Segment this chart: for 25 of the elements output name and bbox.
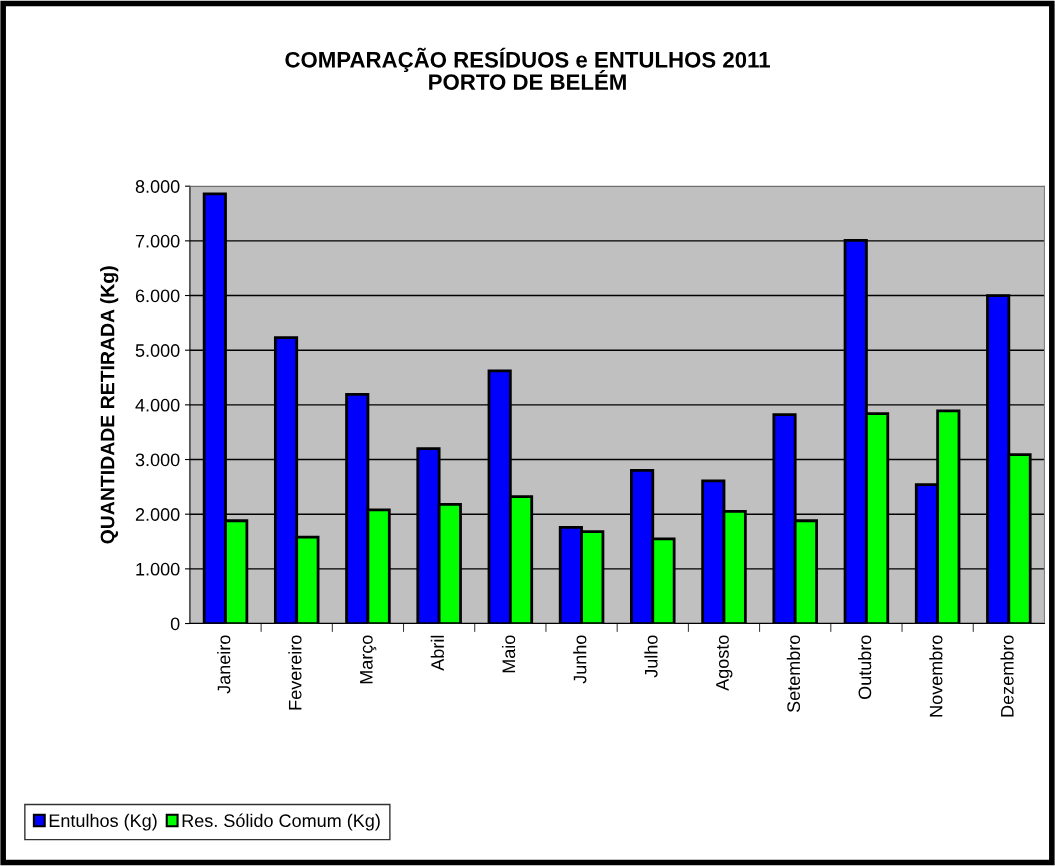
x-tick-label: Junho (573, 635, 587, 684)
x-tick-label: Fevereiro (288, 635, 302, 710)
legend-label: Entulhos (Kg) (49, 813, 157, 831)
x-tick-label: Setembro (786, 635, 801, 713)
x-tick-label: Agosto (716, 635, 733, 691)
chart-title: COMPARAÇÃO RESÍDUOS e ENTULHOS 2011 PORTO DE BELÉM (285, 47, 770, 90)
x-tick-label: Novembro (929, 635, 943, 717)
x-tick-label: Maio (501, 635, 516, 673)
y-tick-label: 0 (170, 617, 180, 631)
x-tick-label: Dezembro (1000, 635, 1014, 717)
y-axis-title: QUANTIDADE RETIRADA (Kg) (100, 266, 119, 544)
x-tick-label: Julho (644, 635, 658, 678)
legend-label: Res. Sólido Comum (Kg) (182, 813, 380, 831)
y-tick-label: 6.000 (135, 289, 180, 303)
y-tick-label: 7.000 (135, 234, 180, 248)
y-tick-label: 1.000 (136, 562, 180, 576)
x-tick-label: Março (360, 635, 377, 684)
y-tick-label: 5.000 (135, 344, 180, 357)
y-tick-label: 8.000 (135, 180, 180, 193)
y-tick-label: 4.000 (135, 398, 180, 412)
x-tick-label: Janeiro (217, 635, 231, 694)
x-tick-label: Outubro (858, 635, 872, 700)
x-tick-label: Abril (430, 635, 444, 671)
y-tick-label: 2.000 (135, 508, 180, 521)
y-tick-label: 3.000 (135, 453, 180, 467)
